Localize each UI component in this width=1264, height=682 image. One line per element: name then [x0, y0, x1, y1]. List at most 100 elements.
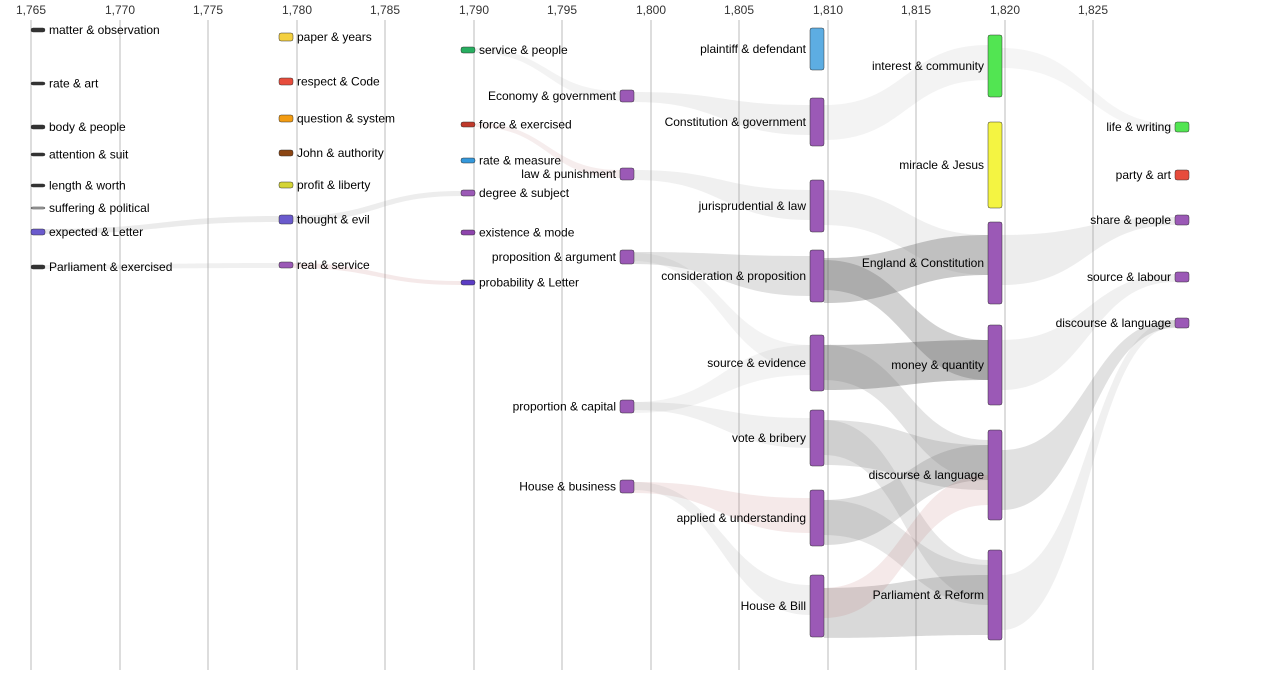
topic-label: profit & liberty: [297, 178, 370, 192]
topic-label: money & quantity: [891, 358, 984, 372]
topic-label: plaintiff & defendant: [700, 42, 807, 56]
topic-label: attention & suit: [49, 148, 129, 162]
topic-node[interactable]: [279, 215, 293, 224]
topic-node[interactable]: [810, 575, 824, 637]
axis-labels: 1,7651,7701,7751,7801,7851,7901,7951,800…: [16, 3, 1108, 17]
topic-node[interactable]: [810, 28, 824, 70]
topic-node[interactable]: [810, 98, 824, 146]
topic-node[interactable]: [461, 190, 475, 196]
topic-node[interactable]: [988, 550, 1002, 640]
axis-year-label: 1,785: [370, 3, 400, 17]
topic-label: discourse & language: [1056, 316, 1172, 330]
topic-label: proposition & argument: [492, 250, 617, 264]
axis-year-label: 1,805: [724, 3, 754, 17]
topic-node[interactable]: [810, 250, 824, 302]
topic-label: interest & community: [872, 59, 984, 73]
topic-label: share & people: [1090, 213, 1171, 227]
topic-label: rate & art: [49, 77, 99, 91]
topic-label: law & punishment: [521, 167, 616, 181]
topic-label: House & Bill: [741, 599, 806, 613]
topic-node[interactable]: [461, 280, 475, 285]
topic-node[interactable]: [31, 229, 45, 235]
topic-node[interactable]: [988, 325, 1002, 405]
topic-label: body & people: [49, 120, 126, 134]
topic-node[interactable]: [31, 125, 45, 129]
topic-node[interactable]: [31, 82, 45, 85]
topic-node[interactable]: [988, 122, 1002, 208]
topic-node[interactable]: [620, 250, 634, 264]
topic-label: rate & measure: [479, 154, 561, 168]
topic-node[interactable]: [810, 180, 824, 232]
topic-label: source & evidence: [707, 356, 806, 370]
topic-label: service & people: [479, 43, 568, 57]
topic-node[interactable]: [461, 122, 475, 127]
topic-node[interactable]: [620, 400, 634, 413]
axis-year-label: 1,825: [1078, 3, 1108, 17]
topic-label: probability & Letter: [479, 276, 579, 290]
topic-label: House & business: [519, 480, 616, 494]
topic-node[interactable]: [1175, 272, 1189, 282]
axis-year-label: 1,795: [547, 3, 577, 17]
topic-label: source & labour: [1087, 270, 1171, 284]
topic-node[interactable]: [620, 90, 634, 102]
axis-year-label: 1,765: [16, 3, 46, 17]
topic-node[interactable]: [279, 182, 293, 188]
topic-label: respect & Code: [297, 75, 380, 89]
topic-node[interactable]: [31, 207, 45, 209]
topic-node[interactable]: [810, 410, 824, 466]
topic-node[interactable]: [461, 230, 475, 235]
topic-label: degree & subject: [479, 186, 570, 200]
topic-node[interactable]: [31, 28, 45, 32]
topic-label: England & Constitution: [862, 256, 984, 270]
topic-node[interactable]: [279, 262, 293, 268]
topic-label: proportion & capital: [513, 400, 616, 414]
topic-label: John & authority: [297, 146, 384, 160]
topic-label: force & exercised: [479, 118, 572, 132]
topic-node[interactable]: [1175, 122, 1189, 132]
topic-node[interactable]: [988, 222, 1002, 304]
axis-year-label: 1,800: [636, 3, 666, 17]
topic-label: existence & mode: [479, 226, 575, 240]
topic-node[interactable]: [988, 430, 1002, 520]
topic-label: paper & years: [297, 30, 372, 44]
topic-label: real & service: [297, 258, 370, 272]
topic-node[interactable]: [1175, 215, 1189, 225]
topic-node[interactable]: [279, 78, 293, 85]
topic-node[interactable]: [810, 335, 824, 391]
topic-label: Parliament & exercised: [49, 260, 172, 274]
topic-node[interactable]: [31, 153, 45, 156]
topic-label: thought & evil: [297, 213, 370, 227]
topic-node[interactable]: [620, 168, 634, 180]
topic-node[interactable]: [279, 115, 293, 122]
topic-node[interactable]: [620, 480, 634, 493]
topic-label: Constitution & government: [665, 115, 807, 129]
topic-label: expected & Letter: [49, 225, 143, 239]
topic-label: question & system: [297, 112, 395, 126]
node-labels: matter & observation rate & art body & peo…: [49, 23, 1172, 613]
topic-label: consideration & proposition: [661, 269, 806, 283]
topic-node[interactable]: [31, 265, 45, 269]
axis-year-label: 1,775: [193, 3, 223, 17]
topic-node[interactable]: [279, 150, 293, 156]
axis-year-label: 1,820: [990, 3, 1020, 17]
topic-node[interactable]: [1175, 170, 1189, 180]
topic-label: Parliament & Reform: [873, 588, 984, 602]
topic-label: jurisprudential & law: [698, 199, 807, 213]
topic-node[interactable]: [279, 33, 293, 41]
topic-node[interactable]: [31, 184, 45, 187]
axis-year-label: 1,815: [901, 3, 931, 17]
axis-year-label: 1,780: [282, 3, 312, 17]
topic-node[interactable]: [1175, 318, 1189, 328]
topic-label: discourse & language: [869, 468, 985, 482]
axis-year-label: 1,790: [459, 3, 489, 17]
topic-label: length & worth: [49, 179, 126, 193]
topic-node[interactable]: [461, 47, 475, 53]
topic-node[interactable]: [461, 158, 475, 163]
topic-label: suffering & political: [49, 201, 150, 215]
topic-label: matter & observation: [49, 23, 160, 37]
topic-node[interactable]: [988, 35, 1002, 97]
alluvial-timeline-chart: 1,7651,7701,7751,7801,7851,7901,7951,800…: [0, 0, 1264, 682]
axis-year-label: 1,810: [813, 3, 843, 17]
topic-label: vote & bribery: [732, 431, 806, 445]
topic-node[interactable]: [810, 490, 824, 546]
